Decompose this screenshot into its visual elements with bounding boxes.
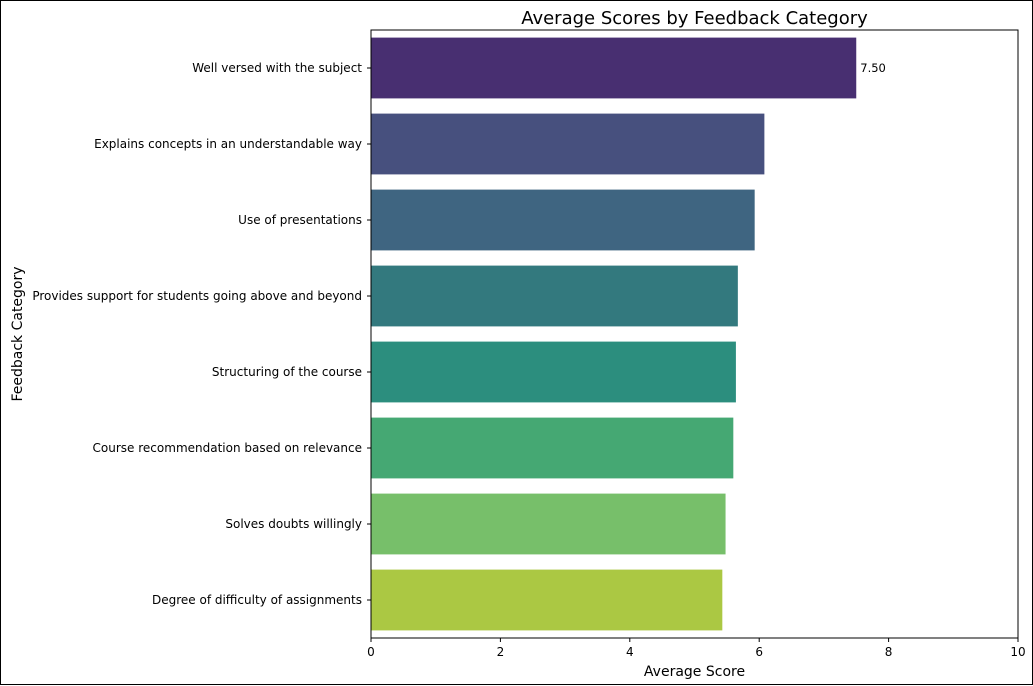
x-tick-label: 10 [1010,645,1025,659]
bar-course-recommendation-based-on-relevance [371,417,734,479]
bar-solves-doubts-willingly [371,493,726,555]
data-label: 7.50 [860,61,886,75]
y-tick-label: Course recommendation based on relevance [93,441,362,455]
data-labels-layer: 7.50 [860,61,886,75]
x-tick-label: 0 [367,645,375,659]
x-axis-label: Average Score [644,664,745,680]
bar-degree-of-difficulty-of-assignments [371,569,723,631]
y-axis-label: Feedback Category [10,266,26,401]
bars-layer [371,37,857,631]
bar-provides-support-for-students-going-above-and-beyond [371,265,738,327]
y-tick-label: Solves doubts willingly [225,517,362,531]
x-tick-label: 8 [885,645,893,659]
y-tick-label: Degree of difficulty of assignments [152,593,362,607]
x-tick-label: 4 [626,645,634,659]
y-tick-label: Structuring of the course [212,365,362,379]
x-ticks-layer: 0 2 4 6 8 10 [367,638,1026,659]
x-tick-label: 2 [497,645,505,659]
bar-use-of-presentations [371,189,755,251]
x-tick-label: 6 [755,645,763,659]
bar-structuring-of-the-course [371,341,736,403]
y-tick-label: Use of presentations [238,213,362,227]
y-tick-label: Explains concepts in an understandable w… [94,137,362,151]
bar-explains-concepts-in-an-understandable-way [371,113,765,175]
y-ticks-layer: Well versed with the subject Explains con… [32,61,371,607]
plot-area-frame [370,29,1019,639]
y-tick-label: Well versed with the subject [192,61,362,75]
bar-well-versed-with-the-subject [371,37,857,99]
y-tick-label: Provides support for students going abov… [32,289,362,303]
chart-title: Average Scores by Feedback Category [521,8,868,29]
